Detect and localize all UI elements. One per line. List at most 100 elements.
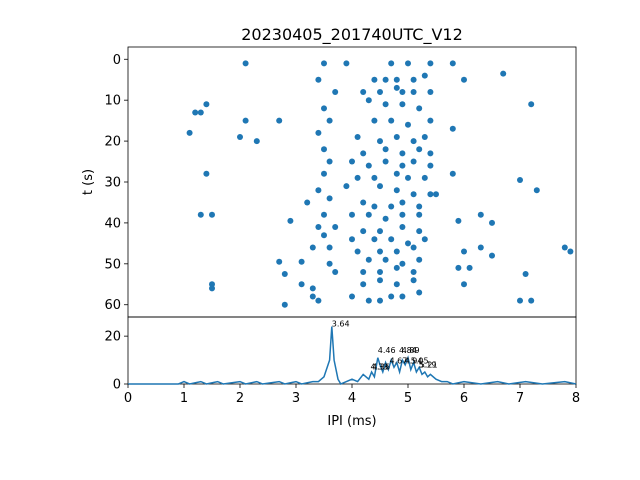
histogram-x-tick-label: 0: [124, 391, 132, 406]
scatter-point: [388, 203, 395, 210]
scatter-point: [321, 211, 327, 218]
scatter-point: [421, 134, 428, 140]
scatter-point: [382, 101, 389, 108]
scatter-point: [276, 258, 283, 265]
scatter-point: [354, 248, 361, 255]
peak-annotation: 4.94: [405, 357, 423, 366]
scatter-point: [377, 269, 383, 275]
scatter-point: [309, 293, 316, 300]
scatter-point: [388, 117, 395, 124]
histogram-x-tick-label: 4: [348, 391, 356, 406]
scatter-point: [393, 170, 400, 177]
peak-annotations: 3.64 4.46 4.844.89 4.334.364.674.945.055.19…: [332, 320, 438, 372]
scatter-point: [298, 258, 305, 265]
scatter-point: [399, 89, 406, 95]
scatter-point: [528, 297, 535, 304]
scatter-point: [377, 277, 383, 284]
scatter-point: [533, 187, 540, 194]
scatter-point: [321, 146, 327, 153]
scatter-point: [410, 76, 417, 83]
scatter-point: [332, 224, 339, 230]
scatter-point: [242, 117, 249, 124]
scatter-point: [421, 72, 428, 79]
scatter-y-tick-label: 50: [104, 257, 121, 272]
scatter-point: [416, 228, 423, 235]
scatter-point: [405, 121, 411, 128]
scatter-point: [477, 244, 484, 251]
peak-annotation: 4.89: [402, 346, 420, 355]
scatter-point: [349, 236, 355, 243]
scatter-point: [489, 252, 495, 259]
scatter-point: [371, 117, 378, 124]
scatter-point: [377, 248, 383, 255]
scatter-point: [388, 236, 395, 243]
scatter-point: [416, 256, 423, 263]
scatter-point: [237, 134, 243, 140]
peak-annotation: 4.33: [371, 363, 389, 372]
scatter-point: [365, 297, 372, 304]
scatter-point: [393, 264, 400, 271]
scatter-point: [427, 89, 434, 95]
histogram-x-tick-label: 7: [516, 391, 524, 406]
scatter-point: [399, 260, 406, 267]
scatter-y-tick-label: 10: [104, 94, 121, 109]
scatter-point: [354, 174, 361, 181]
scatter-point: [461, 76, 467, 83]
scatter-point: [410, 244, 417, 251]
scatter-point: [315, 76, 322, 83]
scatter-y-axis-label: t (s): [81, 169, 96, 195]
scatter-point: [365, 256, 372, 263]
scatter-point: [377, 89, 383, 95]
scatter-point: [377, 297, 383, 304]
scatter-point: [203, 101, 210, 108]
scatter-point: [388, 293, 395, 300]
histogram-x-tick-label: 2: [236, 391, 244, 406]
peak-annotation: 3.64: [332, 320, 350, 329]
histogram-y-tick-label: 20: [104, 330, 121, 345]
scatter-point: [410, 277, 417, 284]
scatter-point: [354, 134, 361, 140]
scatter-point: [399, 162, 406, 169]
scatter-point: [393, 76, 400, 83]
histogram-y-ticks: 0 20: [104, 330, 128, 393]
histogram-x-tick-label: 8: [572, 391, 580, 406]
scatter-point: [349, 158, 355, 165]
scatter-point: [382, 146, 389, 153]
scatter-point: [365, 97, 372, 104]
scatter-point: [421, 174, 428, 181]
histogram-x-tick-label: 5: [404, 391, 412, 406]
scatter-point: [388, 60, 395, 67]
scatter-point: [405, 60, 411, 67]
scatter-point: [399, 293, 406, 300]
scatter-point: [382, 76, 389, 83]
scatter-point: [209, 285, 215, 292]
scatter-point: [326, 244, 333, 251]
scatter-point: [500, 70, 507, 77]
peak-annotation: 5.05: [411, 357, 429, 366]
scatter-point: [393, 281, 400, 288]
scatter-point: [405, 174, 411, 181]
scatter-point: [399, 224, 406, 230]
peak-annotation: 5.19: [419, 360, 437, 369]
scatter-point: [287, 217, 294, 224]
scatter-point: [477, 211, 484, 218]
scatter-point: [371, 236, 378, 243]
histogram-x-tick-label: 3: [292, 391, 300, 406]
scatter-point: [466, 264, 473, 271]
scatter-y-tick-label: 30: [104, 176, 121, 191]
scatter-point: [371, 174, 378, 181]
scatter-y-tick-label: 20: [104, 135, 121, 150]
scatter-point: [253, 138, 260, 145]
scatter-y-ticks: 0 10 20 30 40 50 60: [104, 53, 128, 313]
peak-annotation: 4.36: [372, 363, 390, 372]
scatter-point: [433, 191, 439, 198]
scatter-point: [197, 211, 204, 218]
scatter-point: [315, 187, 322, 194]
scatter-point: [349, 293, 355, 300]
scatter-point: [522, 271, 529, 277]
scatter-point: [410, 138, 417, 145]
scatter-point: [242, 60, 249, 67]
scatter-point: [360, 89, 367, 95]
scatter-y-tick-label: 40: [104, 216, 121, 231]
